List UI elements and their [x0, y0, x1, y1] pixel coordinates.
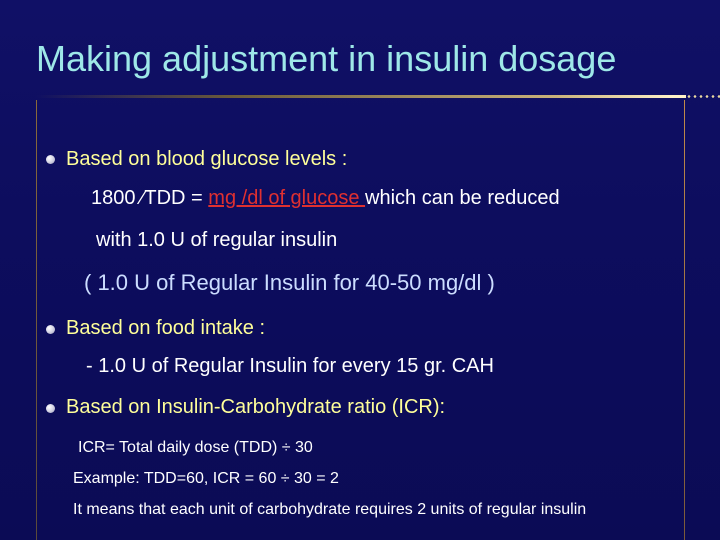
icr-example: Example: TDD=60, ICR = 60 ÷ 30 = 2	[73, 470, 339, 487]
icr-explanation: It means that each unit of carbohydrate …	[73, 501, 587, 518]
slide-title: Making adjustment in insulin dosage	[36, 38, 617, 79]
title-underline	[36, 95, 686, 98]
content-frame-left	[36, 100, 37, 540]
formula-continuation: with 1.0 U of regular insulin	[96, 229, 338, 251]
formula-emphasis: mg /dl of glucose	[208, 187, 366, 209]
bullet-dot-icon	[46, 325, 55, 334]
content-frame-right	[684, 100, 685, 540]
bullet-heading-icr: Based on Insulin-Carbohydrate ratio (ICR…	[66, 396, 446, 418]
formula-line: 1800 ∕TDD = mg /dl of glucose which can …	[91, 187, 560, 210]
bullet-heading-blood-glucose: Based on blood glucose levels :	[66, 148, 348, 170]
formula-suffix: which can be reduced	[365, 187, 560, 209]
food-intake-rule: - 1.0 U of Regular Insulin for every 15 …	[86, 355, 494, 377]
bullet-dot-icon	[46, 155, 55, 164]
formula-prefix: 1800 ∕TDD =	[91, 187, 209, 209]
icr-definition: ICR= Total daily dose (TDD) ÷ 30	[78, 439, 313, 456]
blood-glucose-note: ( 1.0 U of Regular Insulin for 40-50 mg/…	[84, 270, 495, 295]
bullet-dot-icon	[46, 404, 55, 413]
title-underline-dots	[686, 95, 720, 98]
bullet-heading-food-intake: Based on food intake :	[66, 317, 266, 339]
